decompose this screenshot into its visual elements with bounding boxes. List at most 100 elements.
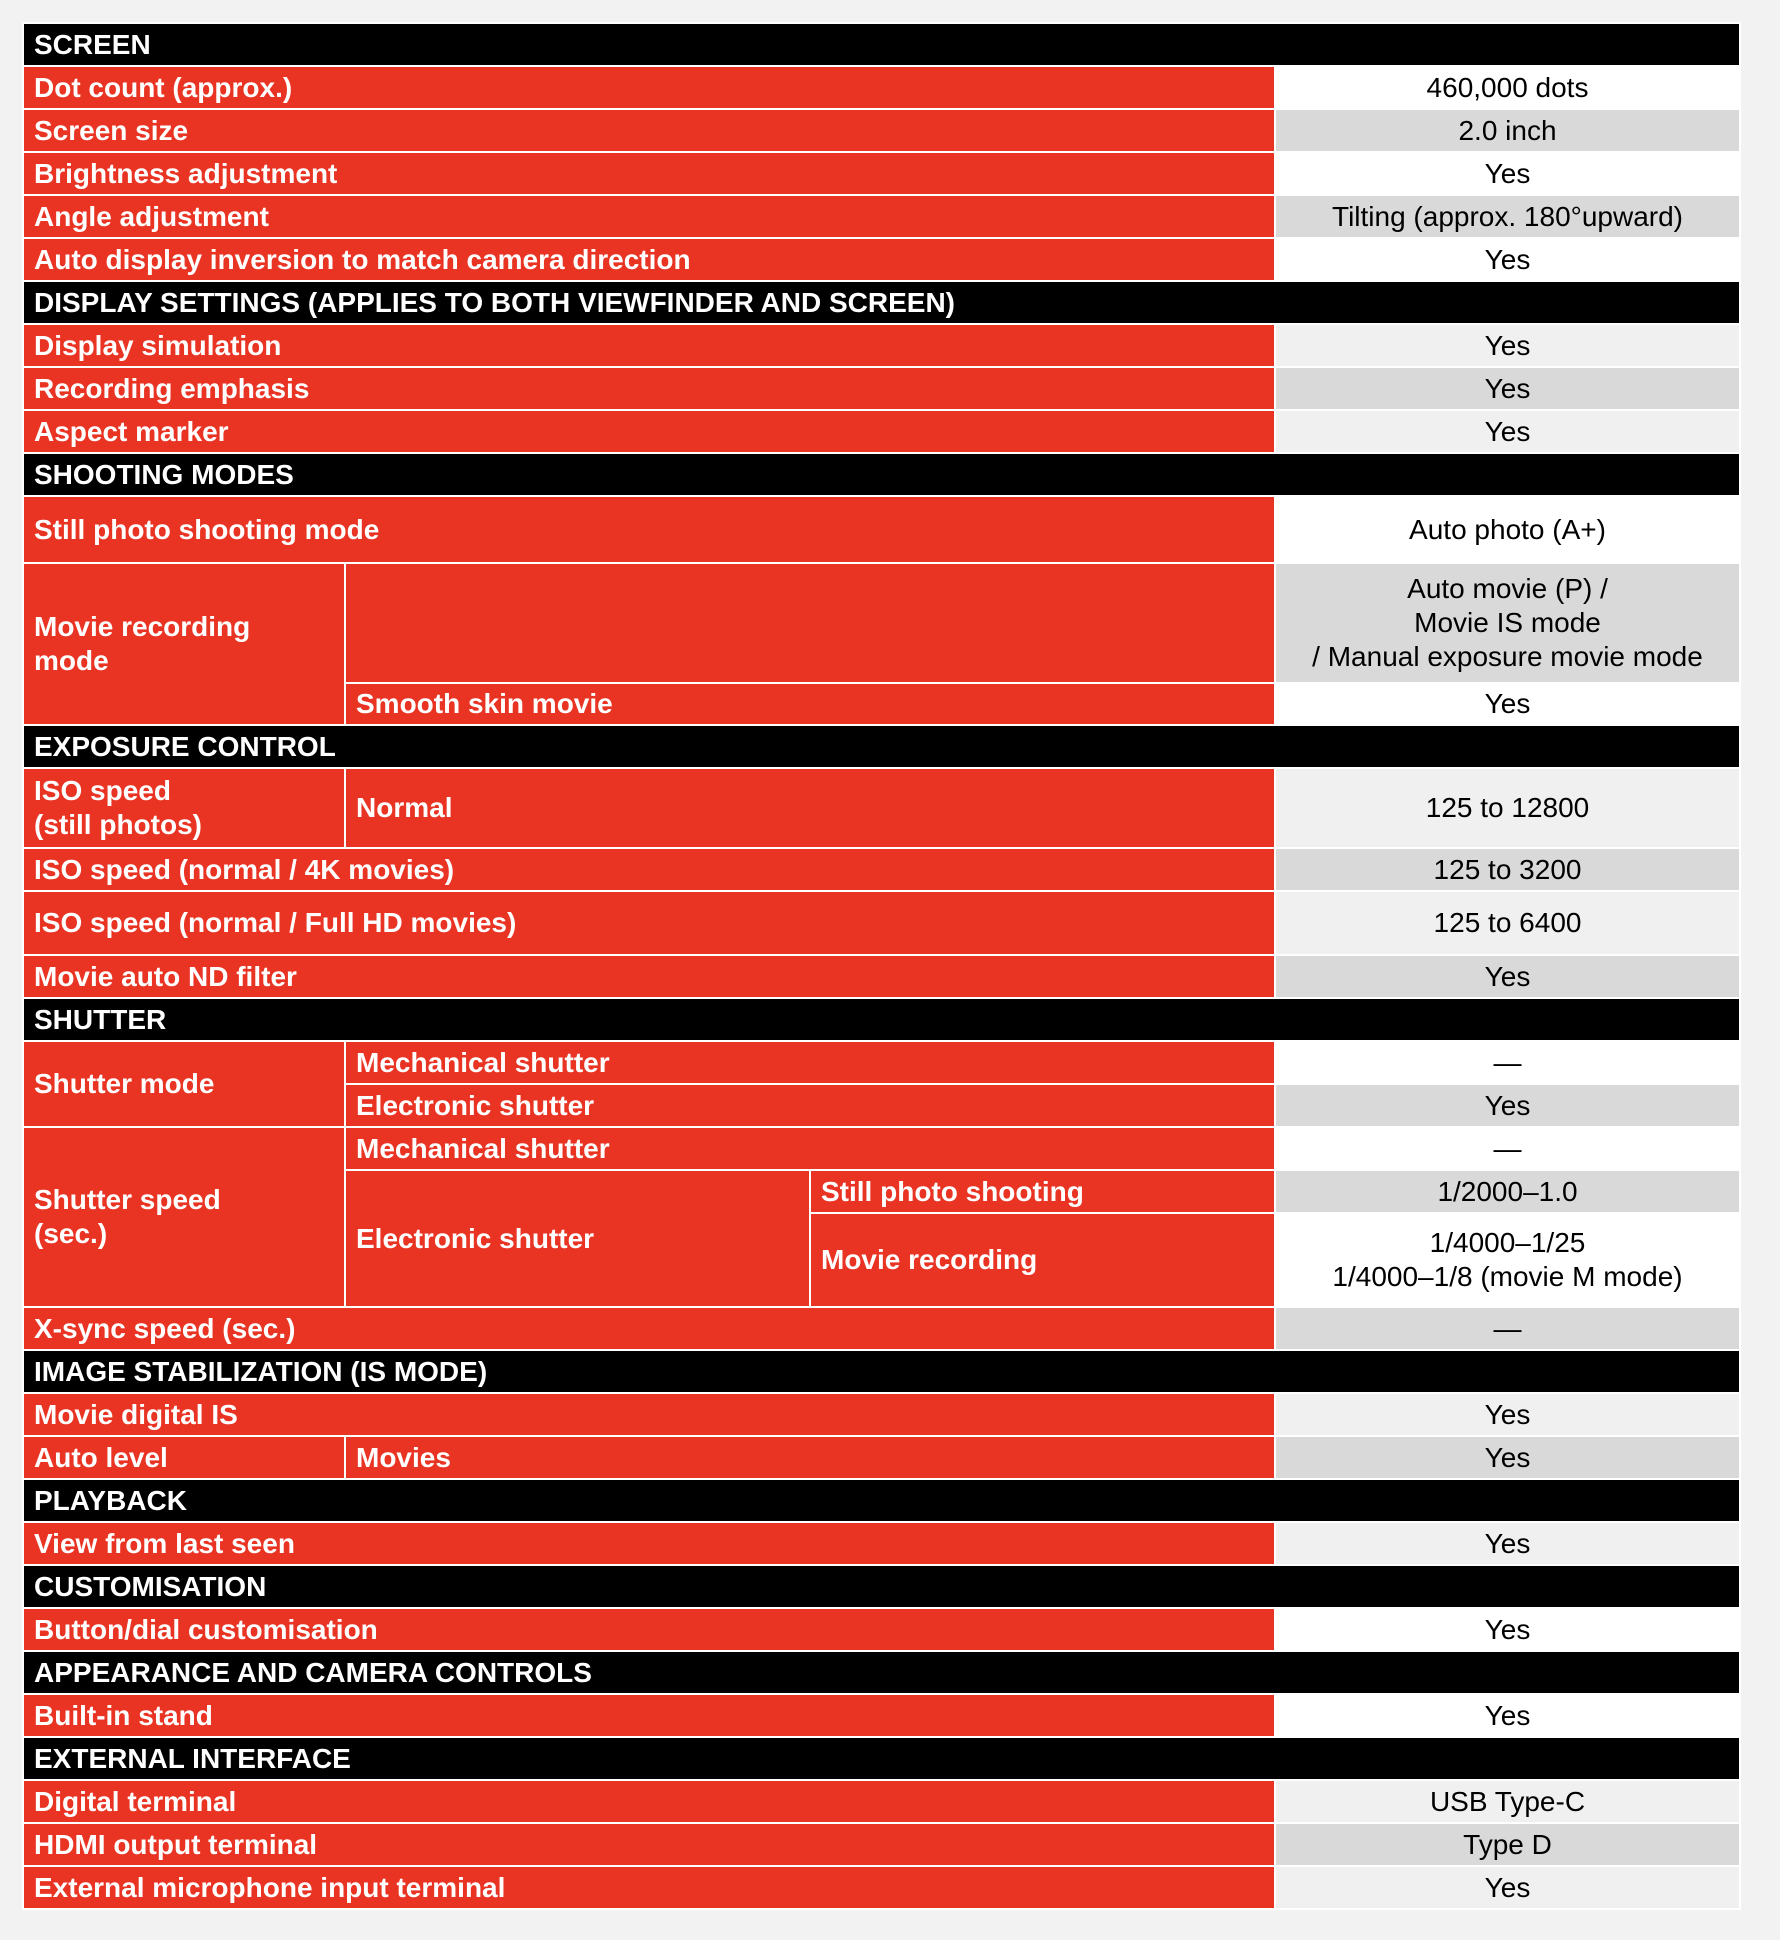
- table-row: Electronic shutter Still photo shooting 1/…: [23, 1169, 1742, 1308]
- label-line: (still photos): [34, 809, 202, 840]
- row-label: Shutter speed (sec.): [22, 1126, 346, 1308]
- section-header: SHUTTER: [21, 997, 1742, 1042]
- row-label: Recording emphasis: [22, 366, 1276, 411]
- table-row: Movie auto ND filter Yes: [22, 954, 1742, 999]
- section-header: SHOOTING MODES: [21, 452, 1742, 497]
- row-label: External microphone input terminal: [22, 1865, 1276, 1910]
- row-value: Auto movie (P) / Movie IS mode / Manual ex…: [1273, 562, 1742, 684]
- row-label: Auto level: [22, 1435, 346, 1480]
- row-label: Auto display inversion to match camera d…: [22, 237, 1276, 282]
- row-label: Still photo shooting mode: [22, 495, 1276, 564]
- row-label: Aspect marker: [22, 409, 1276, 454]
- row-value: Yes: [1273, 1392, 1742, 1437]
- table-row: Dot count (approx.) 460,000 dots: [22, 65, 1742, 110]
- table-row: ISO speed (normal / Full HD movies) 125 t…: [22, 890, 1742, 956]
- row-label: ISO speed (still photos): [22, 767, 346, 849]
- section-header: EXTERNAL INTERFACE: [21, 1736, 1742, 1781]
- row-subsublabel: Movie recording: [809, 1212, 1276, 1308]
- section-header: SCREEN: [21, 22, 1742, 67]
- table-row: Movie recording 1/4000–1/25 1/4000–1/8 (mo…: [23, 1212, 1742, 1308]
- row-value: 460,000 dots: [1273, 65, 1742, 110]
- row-label: ISO speed (normal / Full HD movies): [22, 890, 1276, 956]
- row-sublabel: Electronic shutter: [344, 1169, 811, 1308]
- section-title: SHOOTING MODES: [21, 452, 1742, 497]
- section-title: SHUTTER: [21, 997, 1742, 1042]
- row-label: Movie digital IS: [22, 1392, 1276, 1437]
- row-sublabel: Smooth skin movie: [344, 682, 1276, 726]
- table-row: Shutter speed (sec.) Mechanical shutter —: [22, 1126, 1742, 1308]
- row-value: Yes: [1273, 1083, 1742, 1128]
- value-line: 1/4000–1/25: [1429, 1227, 1586, 1258]
- section-title: SCREEN: [21, 22, 1742, 67]
- table-row: Auto display inversion to match camera d…: [22, 237, 1742, 282]
- section-header: CUSTOMISATION: [21, 1564, 1742, 1609]
- row-label: X-sync speed (sec.): [22, 1306, 1276, 1351]
- table-row: Smooth skin movie Yes: [23, 682, 1742, 726]
- table-row: Built-in stand Yes: [22, 1693, 1742, 1738]
- row-label: Movie recording mode: [22, 562, 346, 726]
- row-sublabel: Movies: [344, 1435, 1276, 1480]
- row-label: HDMI output terminal: [22, 1822, 1276, 1867]
- table-row: HDMI output terminal Type D: [22, 1822, 1742, 1867]
- row-value: 2.0 inch: [1273, 108, 1742, 153]
- table-row: External microphone input terminal Yes: [22, 1865, 1742, 1910]
- value-line: 1/4000–1/8 (movie M mode): [1332, 1261, 1683, 1292]
- table-row: Auto level Movies Yes: [22, 1435, 1742, 1480]
- row-value: Yes: [1273, 323, 1742, 368]
- section-header: IMAGE STABILIZATION (IS MODE): [21, 1349, 1742, 1394]
- table-row: Angle adjustment Tilting (approx. 180°upw…: [22, 194, 1742, 239]
- row-value: Yes: [1273, 954, 1742, 999]
- row-label: Angle adjustment: [22, 194, 1276, 239]
- row-value: Yes: [1273, 151, 1742, 196]
- section-title: PLAYBACK: [21, 1478, 1742, 1523]
- row-value: Yes: [1273, 1607, 1742, 1652]
- table-row: Electronic shutter Yes: [23, 1083, 1742, 1128]
- row-value: —: [1273, 1306, 1742, 1351]
- table-row: X-sync speed (sec.) —: [22, 1306, 1742, 1351]
- row-label: Dot count (approx.): [22, 65, 1276, 110]
- row-value: Auto photo (A+): [1273, 495, 1742, 564]
- row-value: 1/4000–1/25 1/4000–1/8 (movie M mode): [1273, 1212, 1742, 1308]
- row-label: View from last seen: [22, 1521, 1276, 1566]
- row-value: Yes: [1273, 682, 1742, 726]
- table-row: Brightness adjustment Yes: [22, 151, 1742, 196]
- row-label: Button/dial customisation: [22, 1607, 1276, 1652]
- row-sublabel: Mechanical shutter: [344, 1040, 1276, 1085]
- label-line: ISO speed: [34, 775, 171, 806]
- row-label: ISO speed (normal / 4K movies): [22, 847, 1276, 892]
- row-value: Yes: [1273, 1435, 1742, 1480]
- section-title: IMAGE STABILIZATION (IS MODE): [21, 1349, 1742, 1394]
- row-label: Movie auto ND filter: [22, 954, 1276, 999]
- table-row: Recording emphasis Yes: [22, 366, 1742, 411]
- spec-table: SCREEN Dot count (approx.) 460,000 dots S…: [21, 22, 1742, 1910]
- row-value: USB Type-C: [1273, 1779, 1742, 1824]
- row-value: Yes: [1273, 1865, 1742, 1910]
- row-value: 125 to 12800: [1273, 767, 1742, 849]
- table-row: View from last seen Yes: [22, 1521, 1742, 1566]
- section-title: EXTERNAL INTERFACE: [21, 1736, 1742, 1781]
- table-row: Shutter mode Mechanical shutter —: [22, 1040, 1742, 1128]
- row-value: 125 to 6400: [1273, 890, 1742, 956]
- row-value: 125 to 3200: [1273, 847, 1742, 892]
- section-title: APPEARANCE AND CAMERA CONTROLS: [21, 1650, 1742, 1695]
- row-value: —: [1273, 1040, 1742, 1085]
- table-row: Display simulation Yes: [22, 323, 1742, 368]
- table-row: ISO speed (normal / 4K movies) 125 to 320…: [22, 847, 1742, 892]
- row-label: Built-in stand: [22, 1693, 1276, 1738]
- row-value: Yes: [1273, 1693, 1742, 1738]
- row-subsublabel: Still photo shooting: [809, 1169, 1276, 1214]
- section-header: PLAYBACK: [21, 1478, 1742, 1523]
- section-title: EXPOSURE CONTROL: [21, 724, 1742, 769]
- row-value: Yes: [1273, 366, 1742, 411]
- row-value: Yes: [1273, 1521, 1742, 1566]
- section-title: CUSTOMISATION: [21, 1564, 1742, 1609]
- row-sublabel: Electronic shutter: [344, 1083, 1276, 1128]
- value-line: / Manual exposure movie mode: [1312, 641, 1703, 672]
- table-row: Digital terminal USB Type-C: [22, 1779, 1742, 1824]
- section-header: EXPOSURE CONTROL: [21, 724, 1742, 769]
- section-title: DISPLAY SETTINGS (APPLIES TO BOTH VIEWFI…: [21, 280, 1742, 325]
- table-row: Still photo shooting mode Auto photo (A+): [22, 495, 1742, 564]
- label-line: Shutter speed: [34, 1184, 221, 1215]
- table-row: Screen size 2.0 inch: [22, 108, 1742, 153]
- table-row: Movie recording mode Auto movie (P) / Movi…: [22, 562, 1742, 726]
